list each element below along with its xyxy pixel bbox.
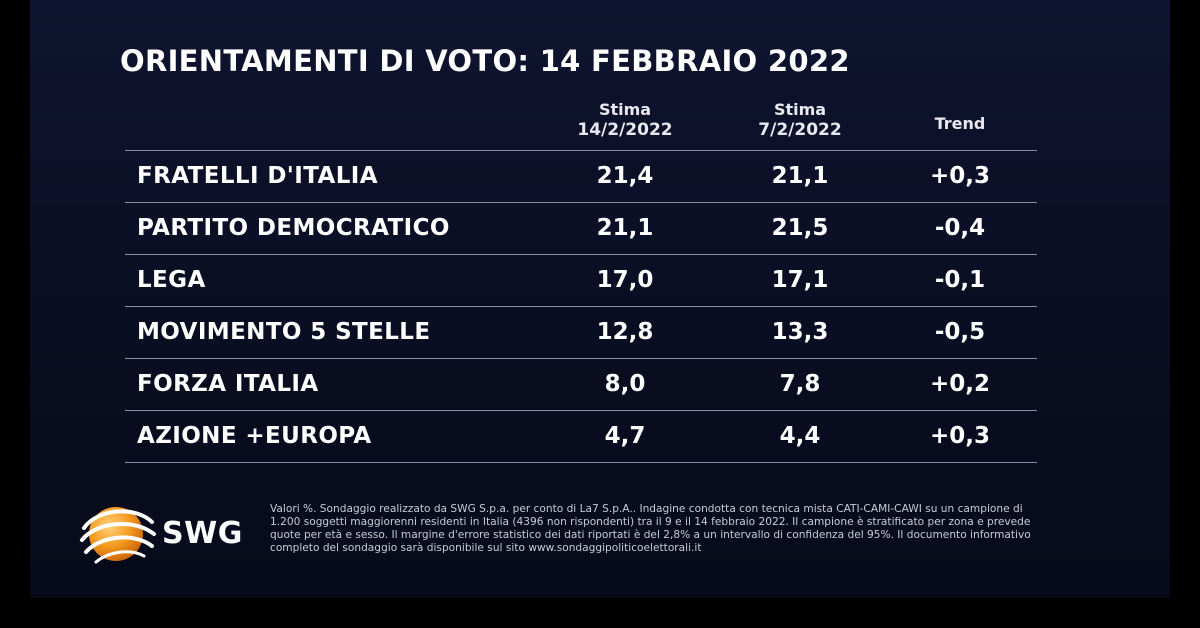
value-trend: +0,3 [929, 423, 990, 449]
column-header-line2: 7/2/2022 [758, 120, 842, 140]
value-stima-14-2: 8,0 [604, 371, 646, 397]
column-header-stima-14-2: Stima 14/2/2022 [555, 100, 695, 140]
methodology-note: Valori %. Sondaggio realizzato da SWG S.… [270, 503, 1031, 554]
value-trend: +0,3 [929, 163, 990, 189]
value-stima-7-2: 17,1 [771, 267, 829, 293]
value-stima-14-2: 21,4 [596, 163, 654, 189]
value-trend: -0,5 [934, 319, 986, 345]
table-row: FORZA ITALIA 8,0 7,8 +0,2 [125, 358, 1037, 410]
value-stima-7-2: 7,8 [779, 371, 821, 397]
logo-text: SWG [162, 516, 243, 551]
table-row: FRATELLI D'ITALIA 21,4 21,1 +0,3 [125, 150, 1037, 202]
party-name: AZIONE +EUROPA [137, 423, 372, 449]
swg-logo: SWG [78, 498, 258, 573]
party-name: FORZA ITALIA [137, 371, 319, 397]
table-header: Stima 14/2/2022 Stima 7/2/2022 Trend [125, 100, 1037, 150]
party-name: LEGA [137, 267, 206, 293]
table-row: PARTITO DEMOCRATICO 21,1 21,5 -0,4 [125, 202, 1037, 254]
column-header-line1: Stima [598, 100, 652, 119]
value-stima-7-2: 13,3 [771, 319, 829, 345]
value-trend: +0,2 [929, 371, 990, 397]
value-trend: -0,4 [934, 215, 986, 241]
party-name: PARTITO DEMOCRATICO [137, 215, 450, 241]
party-name: MOVIMENTO 5 STELLE [137, 319, 431, 345]
party-name: FRATELLI D'ITALIA [137, 163, 378, 189]
value-trend: -0,1 [934, 267, 986, 293]
value-stima-7-2: 4,4 [779, 423, 821, 449]
column-header-line2: 14/2/2022 [577, 120, 673, 140]
table-row: MOVIMENTO 5 STELLE 12,8 13,3 -0,5 [125, 306, 1037, 358]
column-header-stima-7-2: Stima 7/2/2022 [735, 100, 865, 140]
table-row: LEGA 17,0 17,1 -0,1 [125, 254, 1037, 306]
value-stima-14-2: 4,7 [604, 423, 646, 449]
value-stima-7-2: 21,1 [771, 163, 829, 189]
poll-panel: ORIENTAMENTI DI VOTO: 14 FEBBRAIO 2022 S… [30, 0, 1170, 598]
value-stima-14-2: 12,8 [596, 319, 654, 345]
value-stima-7-2: 21,5 [771, 215, 829, 241]
column-header-trend: Trend [934, 114, 986, 133]
swg-globe-icon [80, 507, 156, 564]
column-header-line1: Stima [773, 100, 827, 119]
value-stima-14-2: 17,0 [596, 267, 654, 293]
value-stima-14-2: 21,1 [596, 215, 654, 241]
poll-table: Stima 14/2/2022 Stima 7/2/2022 Trend FRA… [125, 100, 1037, 463]
table-row: AZIONE +EUROPA 4,7 4,4 +0,3 [125, 410, 1037, 463]
chart-title: ORIENTAMENTI DI VOTO: 14 FEBBRAIO 2022 [120, 44, 850, 78]
